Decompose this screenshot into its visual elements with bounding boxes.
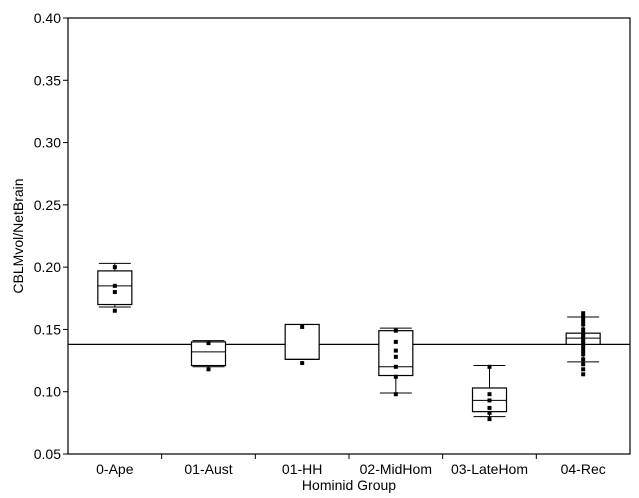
data-point-5-5	[581, 348, 586, 353]
data-point-4-1	[487, 410, 492, 415]
data-point-0-3	[112, 265, 117, 270]
box-2	[284, 323, 320, 360]
data-point-1-0	[206, 367, 211, 372]
y-tick-label-6: 0.35	[34, 72, 61, 88]
y-axis-title: CBLMvol/NetBrain	[10, 178, 26, 293]
data-point-5-7	[581, 341, 586, 346]
y-tick-label-4: 0.25	[34, 197, 61, 213]
y-tick-label-0: 0.05	[34, 446, 61, 462]
data-point-2-1	[300, 324, 305, 329]
plot-frame	[67, 17, 631, 455]
data-point-5-0	[581, 372, 586, 377]
data-point-0-0	[112, 308, 117, 313]
plot-marks	[68, 262, 630, 422]
data-point-5-1	[581, 367, 586, 372]
data-point-4-4	[487, 392, 492, 397]
data-point-5-9	[581, 336, 586, 341]
box-group-2	[284, 323, 320, 366]
data-point-5-11	[581, 331, 586, 336]
x-tick-label-1: 01-Aust	[184, 461, 232, 477]
data-point-0-1	[112, 290, 117, 295]
data-point-4-5	[487, 364, 492, 369]
y-tick-label-7: 0.40	[34, 10, 61, 26]
x-tick-label-5: 04-Rec	[561, 461, 606, 477]
y-axis: 0.05 0.10 0.15 0.20 0.25 0.30 0.35 0.40	[34, 10, 68, 462]
data-point-5-14	[581, 318, 586, 323]
data-point-0-2	[112, 283, 117, 288]
data-point-3-3	[393, 354, 398, 359]
data-point-3-4	[393, 348, 398, 353]
x-tick-label-0: 0-Ape	[96, 461, 134, 477]
x-tick-label-4: 03-LateHom	[451, 461, 528, 477]
data-point-3-5	[393, 339, 398, 344]
data-point-4-2	[487, 405, 492, 410]
data-point-5-16	[581, 311, 586, 316]
data-point-5-4	[581, 352, 586, 357]
data-point-5-10	[581, 333, 586, 338]
y-tick-label-2: 0.15	[34, 321, 61, 337]
box-group-0	[97, 262, 133, 313]
data-point-4-0	[487, 417, 492, 422]
x-tick-label-3: 02-MidHom	[360, 461, 432, 477]
data-point-5-12	[581, 327, 586, 332]
data-point-4-3	[487, 398, 492, 403]
y-tick-label-5: 0.30	[34, 135, 61, 151]
x-axis-title: Hominid Group	[302, 477, 396, 493]
box-group-5	[565, 311, 601, 377]
box-group-3	[378, 327, 414, 397]
data-point-5-6	[581, 344, 586, 349]
y-tick-label-1: 0.10	[34, 384, 61, 400]
data-point-5-13	[581, 322, 586, 327]
data-point-5-8	[581, 338, 586, 343]
data-point-3-6	[393, 328, 398, 333]
data-point-3-1	[393, 374, 398, 379]
data-point-2-0	[300, 361, 305, 366]
box-group-1	[190, 340, 227, 372]
box-group-4	[471, 364, 508, 422]
data-point-1-1	[206, 341, 211, 346]
box-1	[190, 341, 227, 367]
data-point-3-0	[393, 392, 398, 397]
data-point-5-2	[581, 362, 586, 367]
y-tick-label-3: 0.20	[34, 259, 61, 275]
data-point-5-3	[581, 357, 586, 362]
data-point-3-2	[393, 364, 398, 369]
data-point-5-15	[581, 314, 586, 319]
x-axis: 0-Ape 01-Aust 01-HH 02-MidHom 03-LateHom 04-R…	[96, 454, 606, 477]
x-tick-label-2: 01-HH	[282, 461, 322, 477]
